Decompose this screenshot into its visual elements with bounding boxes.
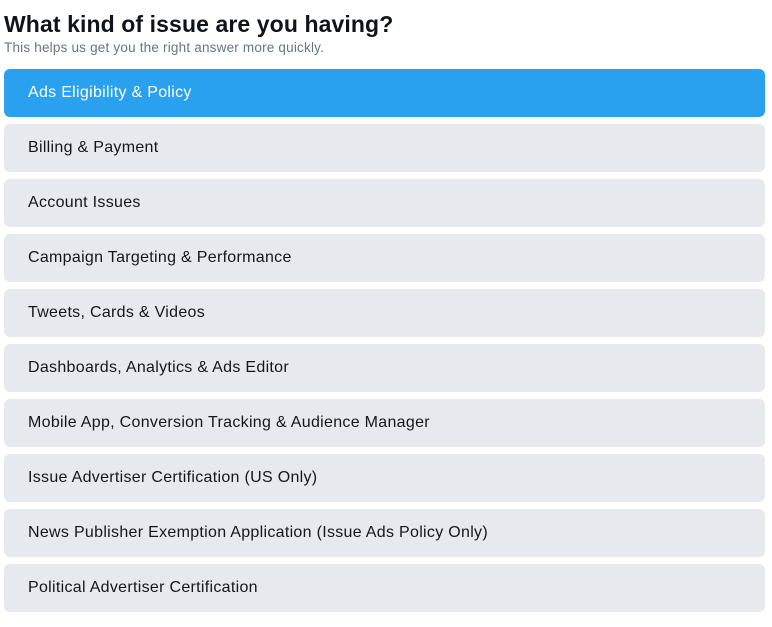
option-label: Dashboards, Analytics & Ads Editor [28, 359, 289, 376]
option-label: News Publisher Exemption Application (Is… [28, 524, 488, 541]
option-label: Account Issues [28, 194, 141, 211]
option-label: Ads Eligibility & Policy [28, 84, 192, 101]
option-label: Campaign Targeting & Performance [28, 249, 292, 266]
option-label: Mobile App, Conversion Tracking & Audien… [28, 414, 430, 431]
option-news-publisher-exemption[interactable]: News Publisher Exemption Application (Is… [4, 509, 765, 557]
issue-options-list: Ads Eligibility & Policy Billing & Payme… [4, 69, 765, 612]
option-label: Issue Advertiser Certification (US Only) [28, 469, 318, 486]
page-subtitle: This helps us get you the right answer m… [4, 40, 325, 55]
option-campaign-targeting-performance[interactable]: Campaign Targeting & Performance [4, 234, 765, 282]
option-billing-payment[interactable]: Billing & Payment [4, 124, 765, 172]
page-title: What kind of issue are you having? [4, 11, 394, 37]
option-tweets-cards-videos[interactable]: Tweets, Cards & Videos [4, 289, 765, 337]
option-ads-eligibility-policy[interactable]: Ads Eligibility & Policy [4, 69, 765, 117]
option-label: Tweets, Cards & Videos [28, 304, 206, 321]
option-political-advertiser-certification[interactable]: Political Advertiser Certification [4, 564, 765, 612]
option-label: Billing & Payment [28, 139, 159, 156]
option-issue-advertiser-certification[interactable]: Issue Advertiser Certification (US Only) [4, 454, 765, 502]
option-mobile-app-conversion-audience[interactable]: Mobile App, Conversion Tracking & Audien… [4, 399, 765, 447]
option-label: Political Advertiser Certification [28, 579, 258, 596]
option-account-issues[interactable]: Account Issues [4, 179, 765, 227]
option-dashboards-analytics-ads-editor[interactable]: Dashboards, Analytics & Ads Editor [4, 344, 765, 392]
